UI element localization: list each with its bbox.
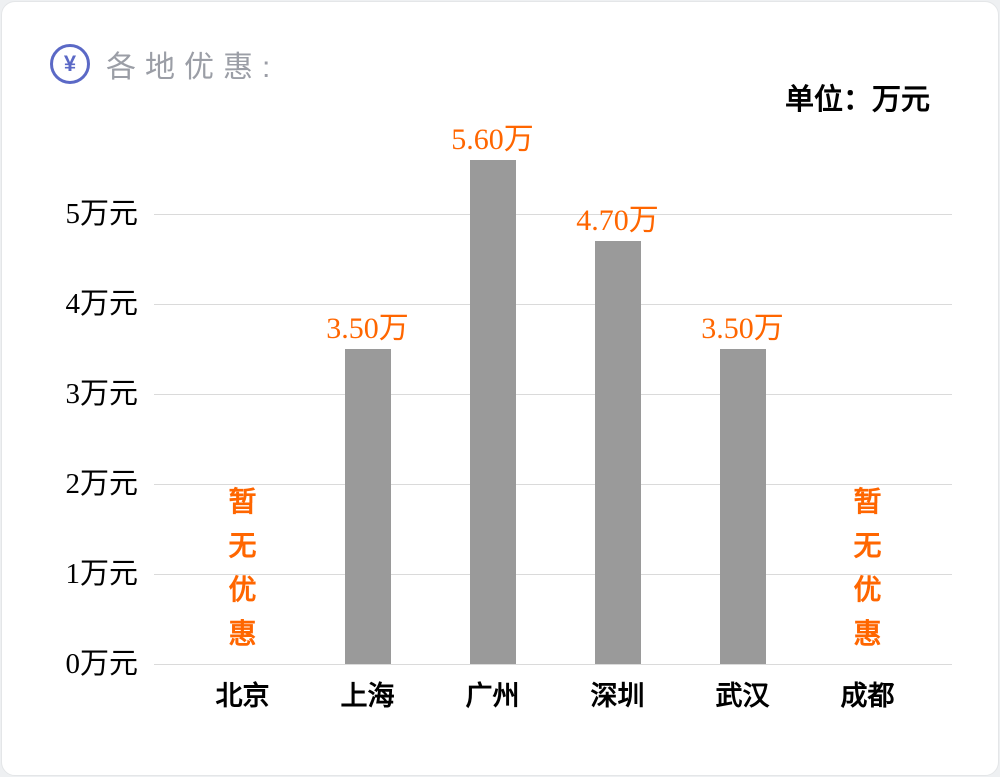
y-axis-label: 4万元 (65, 288, 138, 320)
bar (719, 349, 766, 664)
x-axis-label: 武汉 (715, 681, 770, 711)
unit-label: 单位：万元 (784, 84, 930, 116)
gridline (154, 303, 952, 305)
no-discount-text: 暂 无 优 惠 (853, 486, 882, 649)
y-axis-label: 3万元 (65, 378, 138, 410)
x-axis-label: 广州 (465, 681, 520, 711)
gridline (154, 393, 952, 395)
bar-value-label: 3.50万 (701, 312, 784, 345)
bar (344, 349, 391, 664)
bar-value-label: 5.60万 (451, 123, 534, 156)
y-axis-label: 2万元 (65, 468, 138, 500)
x-axis-label: 上海 (340, 681, 395, 711)
x-axis-label: 深圳 (590, 681, 645, 711)
yen-circle-icon: ¥ (50, 44, 90, 84)
no-discount-text: 暂 无 优 惠 (228, 486, 257, 649)
x-axis-label: 成都 (840, 681, 895, 711)
header: ¥ 各地优惠: (50, 42, 279, 86)
x-axis-label: 北京 (215, 681, 270, 711)
bar-value-label: 3.50万 (326, 312, 409, 345)
y-axis-label: 1万元 (65, 558, 138, 590)
y-axis-label: 5万元 (65, 198, 138, 230)
bar (594, 241, 641, 664)
gridline (154, 213, 952, 215)
y-axis-label: 0万元 (65, 648, 138, 680)
gridline (154, 483, 952, 485)
bar (469, 160, 516, 664)
gridline (154, 573, 952, 575)
x-axis-line (154, 663, 952, 665)
page-title: 各地优惠: (106, 51, 280, 84)
bar-value-label: 4.70万 (576, 204, 659, 237)
